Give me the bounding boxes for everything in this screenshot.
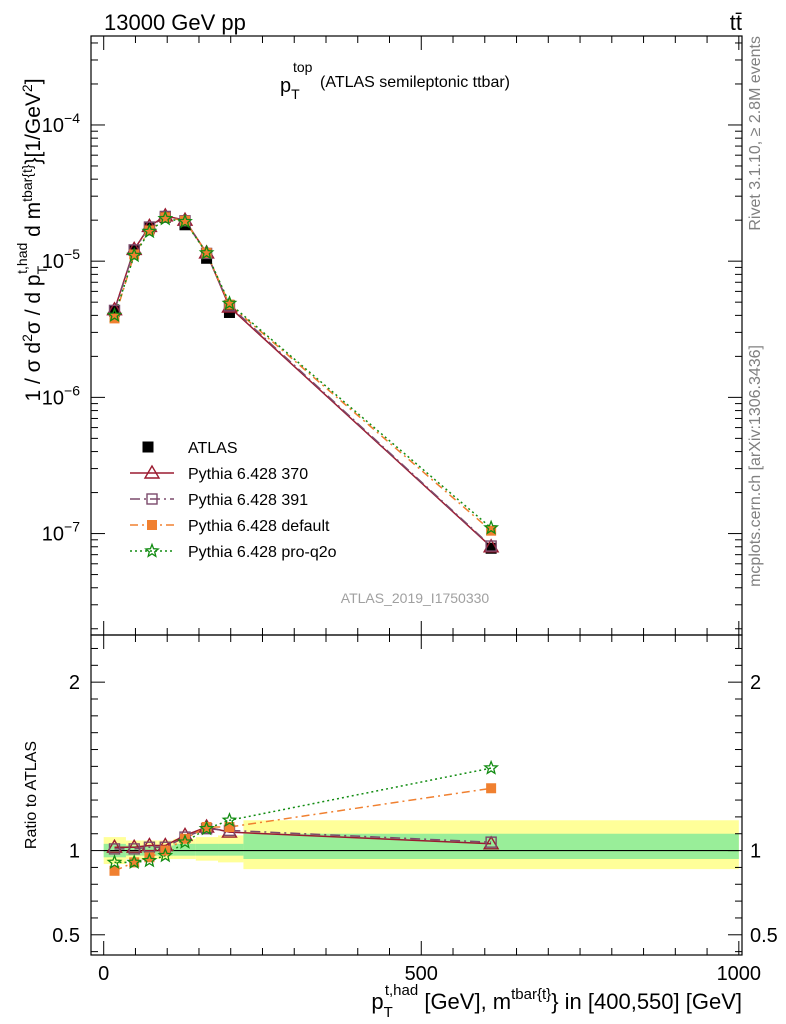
watermark: ATLAS_2019_I1750330 xyxy=(341,590,490,606)
main-title: pT xyxy=(280,75,300,102)
main-point-3 xyxy=(198,244,215,260)
ratio-point-0 xyxy=(482,835,500,850)
main-point-2 xyxy=(224,299,235,310)
ratio-ytick-label-left: 0.5 xyxy=(52,925,80,947)
xtick-label: 1000 xyxy=(717,963,762,985)
ratio-point-1 xyxy=(128,843,140,855)
title-rest: (ATLAS semileptonic ttbar) xyxy=(320,74,510,91)
ratio-point-3 xyxy=(157,847,174,863)
ratio-ytick-label-left: 1 xyxy=(69,841,80,863)
rivet-label: Rivet 3.1.10, ≥ 2.8M events xyxy=(747,36,764,231)
mcplots-label: mcplots.cern.ch [arXiv:1306.3436] xyxy=(747,345,764,587)
ratio-point-0 xyxy=(125,838,143,853)
legend-marker-1 xyxy=(146,493,158,505)
main-point-3 xyxy=(221,295,238,311)
main-point-3 xyxy=(106,307,123,323)
ratio-point-3 xyxy=(177,833,193,849)
ratio-point-0 xyxy=(141,837,158,852)
xlabel: pTt,had [GeV], mtbar{t}} in [400,550] [G… xyxy=(371,982,742,1021)
main-axis-ticks: 10−7 10−6 10−5 10−4 xyxy=(42,36,742,635)
title-sub: T xyxy=(291,86,300,102)
ratio-band-green xyxy=(218,843,244,856)
ratio-band-green xyxy=(173,843,196,856)
main-point-3 xyxy=(126,247,143,263)
ratio-ytick-label-left: 2 xyxy=(69,672,80,694)
ratio-point-3 xyxy=(141,852,158,868)
ratio-markers xyxy=(106,759,500,876)
legend-label-0: Pythia 6.428 370 xyxy=(188,466,308,483)
data-point xyxy=(485,542,497,554)
ratio-point-2 xyxy=(109,865,120,876)
ratio-frame xyxy=(90,634,743,956)
main-ytick-label: 10−5 xyxy=(42,246,80,273)
main-ytick-label: 10−6 xyxy=(42,382,80,409)
main-point-3 xyxy=(177,213,193,229)
main-ylabel: 1 / σ d2σ / d pTt,had d mtbar{t}}[1/GeV2… xyxy=(14,78,50,401)
main-point-1 xyxy=(485,540,497,552)
xtick-label: 500 xyxy=(405,963,438,985)
main-point-3 xyxy=(141,223,158,239)
ratio-point-3 xyxy=(198,820,215,836)
legend-label-1: Pythia 6.428 391 xyxy=(188,492,308,509)
xtick-label: 0 xyxy=(98,963,109,985)
header-left: 13000 GeV pp xyxy=(104,10,246,35)
legend-marker-0 xyxy=(143,464,161,479)
ratio-point-0 xyxy=(106,838,123,853)
legend-marker-3 xyxy=(144,542,160,558)
ratio-point-1 xyxy=(143,841,156,853)
main-point-0 xyxy=(482,538,500,553)
ratio-bands xyxy=(103,820,739,870)
legend-marker-2 xyxy=(147,520,157,530)
ratio-point-1 xyxy=(485,836,497,848)
main-point-3 xyxy=(483,519,500,535)
ratio-point-2 xyxy=(486,783,497,794)
ratio-point-3 xyxy=(106,854,123,870)
ratio-point-3 xyxy=(483,759,500,775)
main-series-line-3 xyxy=(113,217,492,529)
legend-label-data: ATLAS xyxy=(188,440,238,457)
ratio-band-green xyxy=(195,843,219,856)
ratio-point-3 xyxy=(221,812,238,827)
ratio-ytick-label-right: 0.5 xyxy=(750,925,778,947)
ratio-axis-ticks: 0.5 0.5 1 1 2 2 0 500 1000 xyxy=(52,635,778,985)
main-point-3 xyxy=(157,210,174,226)
ratio-point-3 xyxy=(126,854,143,870)
main-markers xyxy=(106,207,500,554)
legend-label-2: Pythia 6.428 default xyxy=(188,518,330,535)
title-main: p xyxy=(280,75,291,97)
header-right: tt̄ xyxy=(730,10,742,35)
ratio-ytick-label-right: 1 xyxy=(750,841,761,863)
ratio-point-1 xyxy=(108,843,121,855)
ratio-series-line-3 xyxy=(114,767,492,864)
legend-label-3: Pythia 6.428 pro-q2o xyxy=(188,544,337,561)
main-ytick-label: 10−4 xyxy=(42,110,80,137)
legend: ATLAS Pythia 6.428 370 Pythia 6.428 391 Pyt… xyxy=(130,440,337,561)
legend-marker-data xyxy=(142,441,154,453)
title-sup: top xyxy=(293,59,313,75)
ratio-ytick-label-right: 2 xyxy=(750,672,761,694)
ratio-ylabel: Ratio to ATLAS xyxy=(23,741,40,849)
main-ytick-label: 10−7 xyxy=(42,519,80,546)
data-point xyxy=(108,305,120,317)
